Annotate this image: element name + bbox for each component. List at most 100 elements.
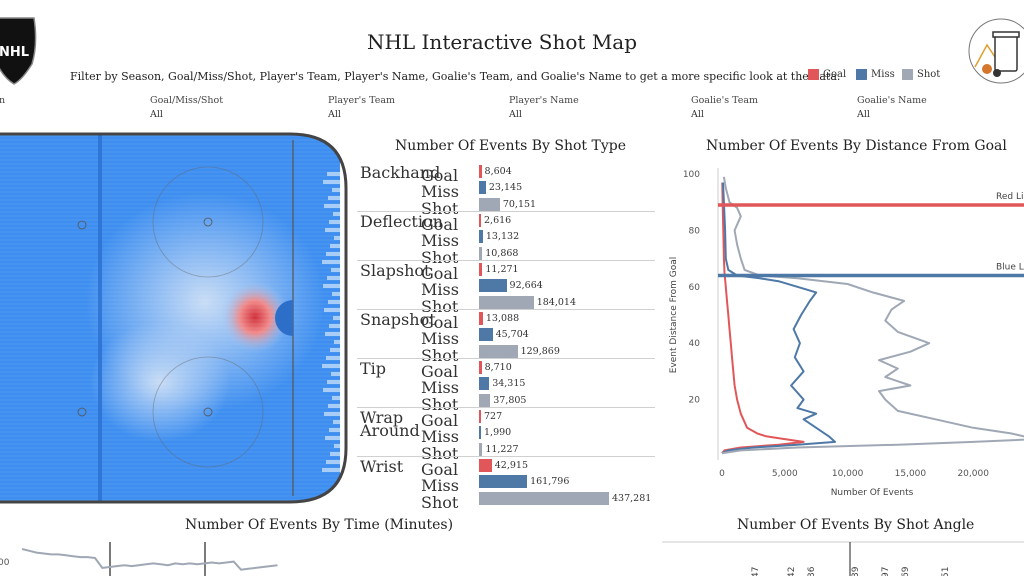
heat-edge-cell — [329, 324, 340, 328]
outcome-label: Shot — [421, 443, 459, 463]
shot-type-bar[interactable] — [479, 246, 483, 260]
shot-type-value: 34,315 — [492, 378, 526, 390]
y-tick-label: 00 — [0, 558, 10, 568]
filter-season-partial[interactable]: n — [0, 95, 5, 106]
filter-goal-miss-shot[interactable]: Goal/Miss/Shot All — [150, 95, 223, 120]
x-tick-label: 15,000 — [895, 469, 927, 479]
y-axis-label: Event Distance From Goal — [669, 257, 679, 374]
heat-edge-cell — [331, 268, 340, 272]
series-line-goal — [721, 182, 805, 454]
group-separator — [357, 358, 655, 359]
shot-map-rink[interactable] — [0, 132, 352, 504]
legend-shot-label: Shot — [917, 69, 941, 80]
shot-type-value: 2,616 — [484, 215, 512, 226]
angle-tick-label: 36 — [807, 566, 817, 576]
heat-edge-cell — [329, 220, 340, 224]
filter-value[interactable]: All — [150, 109, 163, 120]
outcome-label: Shot — [421, 492, 459, 512]
legend-miss[interactable]: Miss — [856, 69, 895, 80]
shot-type-bar[interactable] — [479, 361, 482, 374]
shot-type-bar[interactable] — [479, 181, 486, 195]
outcome-label: Goal — [421, 460, 459, 479]
reference-line-label: Red Li — [996, 192, 1023, 202]
shot-type-bar[interactable] — [479, 312, 483, 325]
time-chart-title: Number Of Events By Time (Minutes) — [185, 517, 454, 533]
filter-players-name[interactable]: Player's Name All — [509, 95, 579, 120]
shot-type-bar[interactable] — [479, 230, 483, 244]
heat-edge-cell — [322, 468, 340, 472]
heat-edge-cell — [327, 276, 340, 280]
group-separator — [357, 407, 655, 408]
legend-goal[interactable]: Goal — [808, 69, 846, 80]
shot-type-bar[interactable] — [479, 344, 518, 358]
angle-chart: 47 42 36 39 97 69 51 — [662, 541, 1024, 576]
shot-type-bar[interactable] — [479, 475, 528, 489]
outcome-label: Goal — [421, 362, 459, 381]
filter-value[interactable]: All — [328, 109, 341, 120]
filter-value[interactable]: All — [691, 109, 704, 120]
shot-type-bar[interactable] — [479, 377, 490, 391]
shot-type-bar[interactable] — [479, 263, 483, 276]
shot-type-value: 70,151 — [502, 198, 537, 210]
filter-season-partial-label: n — [0, 95, 6, 106]
shot-type-bar[interactable] — [479, 442, 483, 456]
outcome-label: Shot — [421, 296, 459, 316]
shot-type-label: Wrist — [360, 457, 404, 476]
outcome-label: Shot — [421, 345, 459, 365]
outcome-label: Shot — [421, 247, 459, 267]
legend-goal-swatch — [808, 69, 819, 80]
heat-edge-cell — [332, 396, 340, 400]
heat-edge-cell — [327, 380, 340, 384]
heat-edge-cell — [333, 420, 340, 424]
shot-type-bar[interactable] — [479, 295, 534, 309]
legend-shot[interactable]: Shot — [902, 69, 940, 80]
heat-edge-cell — [328, 196, 340, 200]
series-line-shot — [721, 176, 1024, 455]
heat-edge-cell — [323, 388, 340, 392]
y-tick-label: 20 — [689, 396, 701, 406]
shot-type-bar[interactable] — [479, 214, 481, 227]
y-tick-label: 80 — [689, 226, 701, 236]
heat-edge-cell — [324, 308, 340, 312]
shot-type-bar[interactable] — [479, 197, 500, 211]
heat-edge-cell — [328, 300, 340, 304]
filter-value[interactable]: All — [857, 109, 870, 120]
outcome-label: Shot — [421, 198, 459, 218]
shot-type-label: Snapshot — [360, 310, 436, 329]
filter-value[interactable]: All — [509, 109, 522, 120]
heat-edge-cell — [333, 212, 340, 216]
heat-edge-cell — [332, 292, 340, 296]
filter-label: Goal/Miss/Shot — [150, 95, 224, 106]
angle-chart-title: Number Of Events By Shot Angle — [737, 517, 975, 533]
shot-type-value: 13,088 — [485, 313, 520, 324]
filter-goalies-name[interactable]: Goalie's Name All — [857, 95, 927, 120]
outcome-label: Goal — [421, 411, 459, 430]
y-tick-label: 40 — [689, 339, 701, 349]
heat-edge-cell — [332, 188, 340, 192]
shot-type-bar[interactable] — [479, 426, 481, 440]
shot-type-bar[interactable] — [479, 279, 507, 293]
shot-type-bar[interactable] — [479, 393, 491, 407]
angle-tick-label: 39 — [851, 566, 861, 576]
shot-type-label: Backhand — [360, 163, 441, 182]
shot-type-bar[interactable] — [479, 491, 609, 505]
heat-edge-cell — [326, 460, 340, 464]
angle-tick-label: 42 — [787, 567, 797, 576]
shot-type-bar[interactable] — [479, 410, 481, 423]
legend-shot-swatch — [902, 69, 913, 80]
angle-tick-label: 69 — [901, 566, 911, 576]
outcome-label: Miss — [421, 378, 459, 398]
heat-edge-cell — [330, 452, 340, 456]
filter-goalies-team[interactable]: Goalie's Team All — [691, 95, 758, 120]
group-separator — [357, 309, 655, 310]
page-title: NHL Interactive Shot Map — [366, 30, 638, 54]
reference-line-label: Blue Li — [996, 263, 1024, 273]
heat-edge-cell — [325, 436, 340, 440]
shot-type-bar[interactable] — [479, 328, 493, 342]
shot-type-title: Number Of Events By Shot Type — [395, 138, 626, 154]
shot-type-bar[interactable] — [479, 459, 492, 472]
filter-players-team[interactable]: Player's Team All — [328, 95, 395, 120]
heat-edge-cell — [324, 204, 340, 208]
outcome-label: Goal — [421, 166, 459, 185]
shot-type-bar[interactable] — [479, 165, 482, 178]
